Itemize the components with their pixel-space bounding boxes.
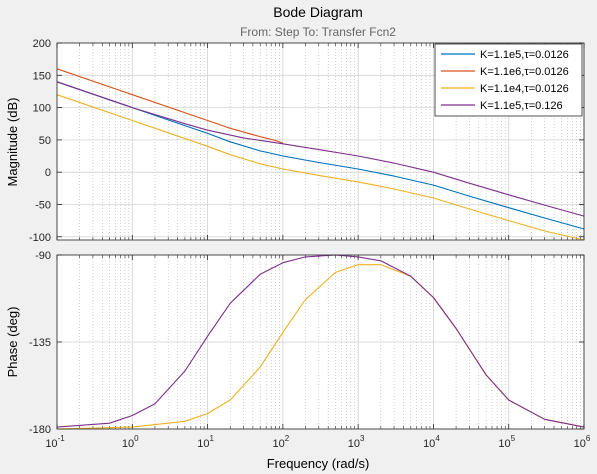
x-tick-label: 105 — [498, 434, 515, 450]
x-tick-label: 102 — [273, 434, 290, 450]
chart-title: Bode Diagram — [273, 4, 363, 20]
magnitude-series-line[interactable] — [56, 94, 585, 241]
magnitude-y-tick-label: -100 — [29, 232, 51, 244]
phase-axes[interactable]: -180 -135 -90 10-1 100 101 102 103 104 105 106 — [29, 250, 591, 450]
magnitude-ylabel: Magnitude (dB) — [5, 98, 20, 187]
legend-entry-label: K=1.1e4,τ=0.0126 — [480, 83, 569, 95]
x-tick-label: 104 — [423, 434, 440, 450]
phase-ylabel: Phase (deg) — [5, 307, 20, 378]
magnitude-frame — [56, 42, 585, 241]
x-tick-label: 106 — [574, 434, 591, 450]
legend-box — [434, 43, 583, 117]
x-tick-label: 103 — [348, 434, 365, 450]
phase-frame — [56, 254, 585, 430]
x-tick-label: 10-1 — [45, 434, 65, 450]
legend-entry-label: K=1.1e5,τ=0.126 — [480, 100, 563, 112]
magnitude-series-line[interactable] — [56, 81, 585, 217]
magnitude-series-line[interactable] — [56, 81, 585, 230]
x-tick-label: 101 — [197, 434, 214, 450]
magnitude-y-tick-label: 50 — [39, 135, 51, 147]
phase-y-tick-label: -135 — [29, 337, 51, 349]
legend-entry-label: K=1.1e5,τ=0.0126 — [480, 49, 569, 61]
magnitude-y-tick-label: 150 — [33, 70, 51, 82]
legend[interactable]: K=1.1e5,τ=0.0126 K=1.1e6,τ=0.0126 K=1.1e4,… — [434, 43, 583, 117]
magnitude-y-tick-label: 0 — [45, 167, 51, 179]
x-axis-label: Frequency (rad/s) — [267, 456, 370, 471]
phase-y-tick-label: -180 — [29, 424, 51, 436]
chart-subtitle: From: Step To: Transfer Fcn2 — [240, 25, 396, 39]
phase-series-line[interactable] — [56, 254, 585, 428]
legend-entry-label: K=1.1e6,τ=0.0126 — [480, 66, 569, 78]
x-tick-label: 100 — [122, 434, 139, 450]
magnitude-series-line[interactable] — [56, 68, 284, 144]
magnitude-y-tick-label: 200 — [33, 38, 51, 50]
magnitude-y-tick-label: 100 — [33, 103, 51, 115]
phase-y-tick-label: -90 — [35, 250, 51, 262]
magnitude-y-tick-label: -50 — [35, 199, 51, 211]
